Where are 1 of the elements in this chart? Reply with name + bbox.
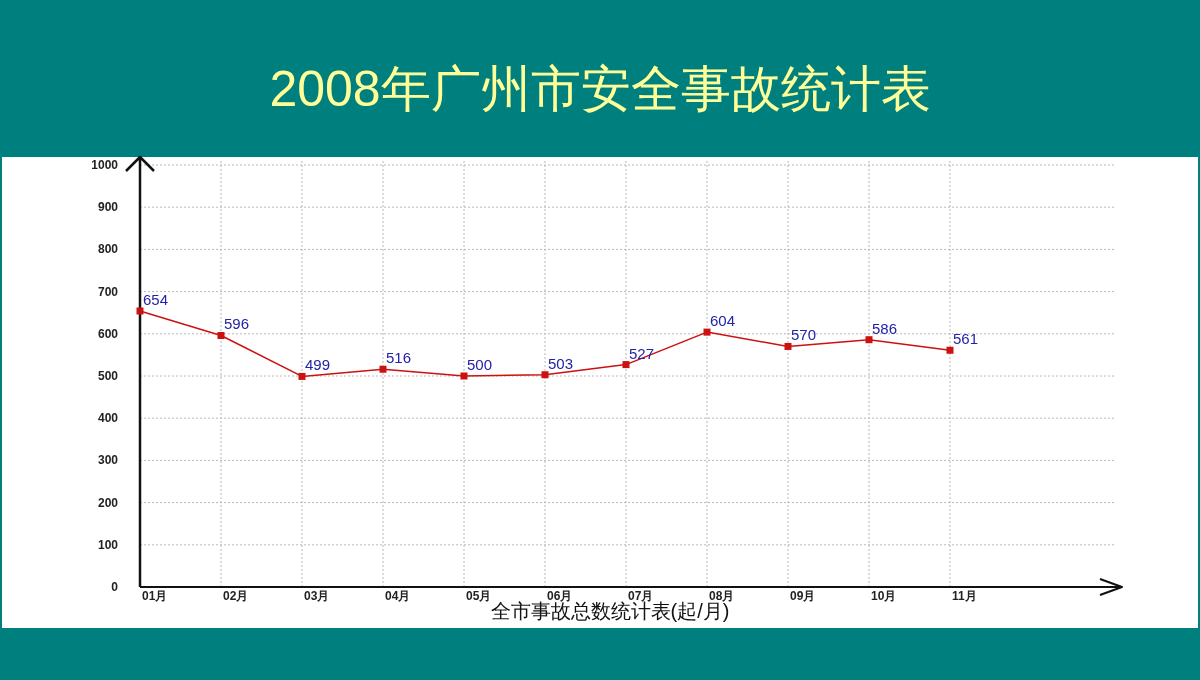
title: 2008年广州市安全事故统计表: [269, 61, 931, 117]
